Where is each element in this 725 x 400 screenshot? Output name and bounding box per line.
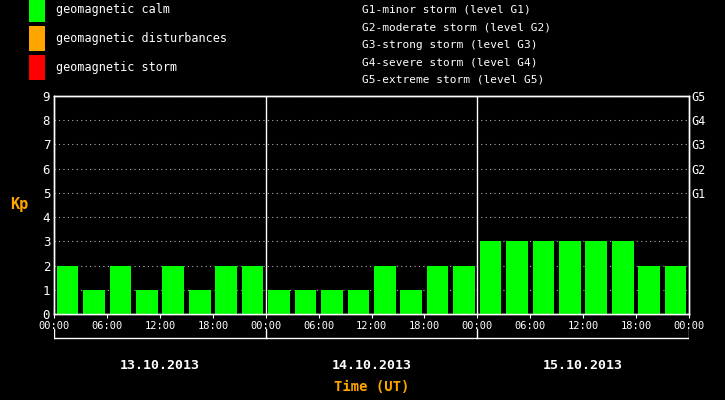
Bar xyxy=(294,290,316,314)
Text: 15.10.2013: 15.10.2013 xyxy=(543,359,623,372)
Text: G3-strong storm (level G3): G3-strong storm (level G3) xyxy=(362,40,538,50)
Bar xyxy=(83,290,105,314)
Bar xyxy=(427,266,449,314)
Bar xyxy=(29,56,45,80)
Bar xyxy=(241,266,263,314)
Text: 14.10.2013: 14.10.2013 xyxy=(331,359,412,372)
Bar xyxy=(638,266,660,314)
Text: G1-minor storm (level G1): G1-minor storm (level G1) xyxy=(362,4,531,14)
Bar xyxy=(29,0,45,22)
Text: geomagnetic calm: geomagnetic calm xyxy=(56,3,170,16)
Text: Kp: Kp xyxy=(10,198,28,212)
Bar xyxy=(268,290,290,314)
Text: G4-severe storm (level G4): G4-severe storm (level G4) xyxy=(362,57,538,67)
Bar xyxy=(612,241,634,314)
Bar xyxy=(453,266,475,314)
Bar xyxy=(665,266,687,314)
Bar xyxy=(136,290,158,314)
Bar xyxy=(57,266,78,314)
Bar xyxy=(109,266,131,314)
Text: geomagnetic storm: geomagnetic storm xyxy=(56,61,177,74)
Bar xyxy=(215,266,237,314)
Bar xyxy=(533,241,554,314)
Bar xyxy=(189,290,210,314)
Text: geomagnetic disturbances: geomagnetic disturbances xyxy=(56,32,227,45)
Text: G5-extreme storm (level G5): G5-extreme storm (level G5) xyxy=(362,75,544,85)
Bar xyxy=(400,290,422,314)
Bar xyxy=(559,241,581,314)
Bar xyxy=(585,241,607,314)
Bar xyxy=(162,266,184,314)
Bar xyxy=(321,290,343,314)
Bar xyxy=(29,26,45,51)
Text: G2-moderate storm (level G2): G2-moderate storm (level G2) xyxy=(362,22,552,32)
Text: Time (UT): Time (UT) xyxy=(334,380,409,394)
Bar xyxy=(347,290,369,314)
Text: 13.10.2013: 13.10.2013 xyxy=(120,359,200,372)
Bar xyxy=(374,266,396,314)
Bar xyxy=(480,241,502,314)
Bar xyxy=(506,241,528,314)
